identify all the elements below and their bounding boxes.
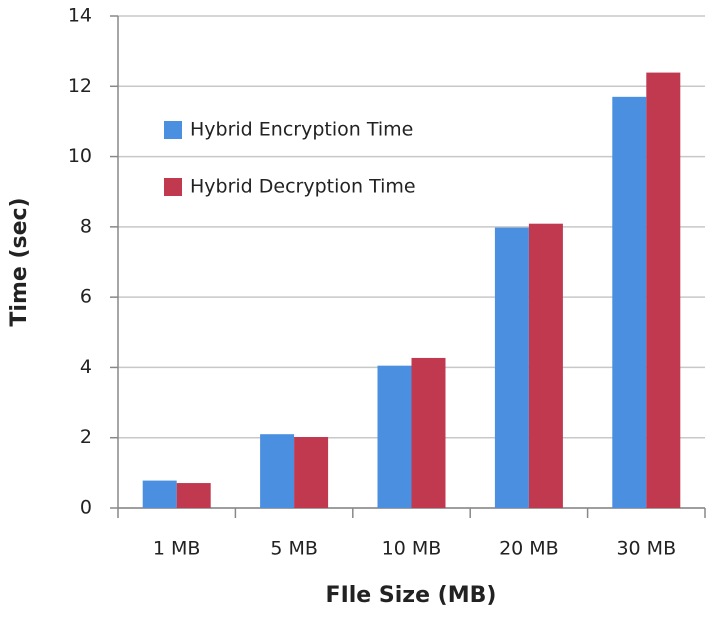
x-tick-label: 20 MB	[499, 538, 559, 560]
y-tick-label: 8	[80, 215, 92, 237]
x-tick-label: 1 MB	[153, 538, 201, 560]
y-tick-label: 0	[80, 497, 92, 519]
legend-label: Hybrid Encryption Time	[190, 119, 413, 141]
x-tick-label: 5 MB	[270, 538, 318, 560]
x-tick-label: 30 MB	[616, 538, 676, 560]
bar	[294, 437, 329, 508]
x-axis-title: FIle Size (MB)	[326, 583, 497, 608]
bar	[494, 227, 529, 508]
bar	[176, 483, 211, 508]
x-tick-label: 10 MB	[382, 538, 442, 560]
y-tick-label: 6	[80, 286, 92, 308]
y-axis-title: Time (sec)	[7, 197, 32, 326]
bar	[260, 434, 295, 508]
bar	[646, 72, 681, 508]
y-tick-label: 2	[80, 426, 92, 448]
legend-label: Hybrid Decryption Time	[190, 176, 416, 198]
bar	[377, 365, 412, 508]
bar	[142, 480, 177, 508]
legend-swatch	[164, 178, 182, 196]
y-tick-label: 4	[80, 356, 92, 378]
bar	[612, 96, 647, 508]
bar	[411, 357, 446, 508]
bar	[528, 223, 563, 509]
y-tick-label: 14	[68, 5, 92, 27]
y-tick-label: 12	[68, 75, 92, 97]
legend-swatch	[164, 121, 182, 139]
y-tick-label: 10	[68, 145, 92, 167]
